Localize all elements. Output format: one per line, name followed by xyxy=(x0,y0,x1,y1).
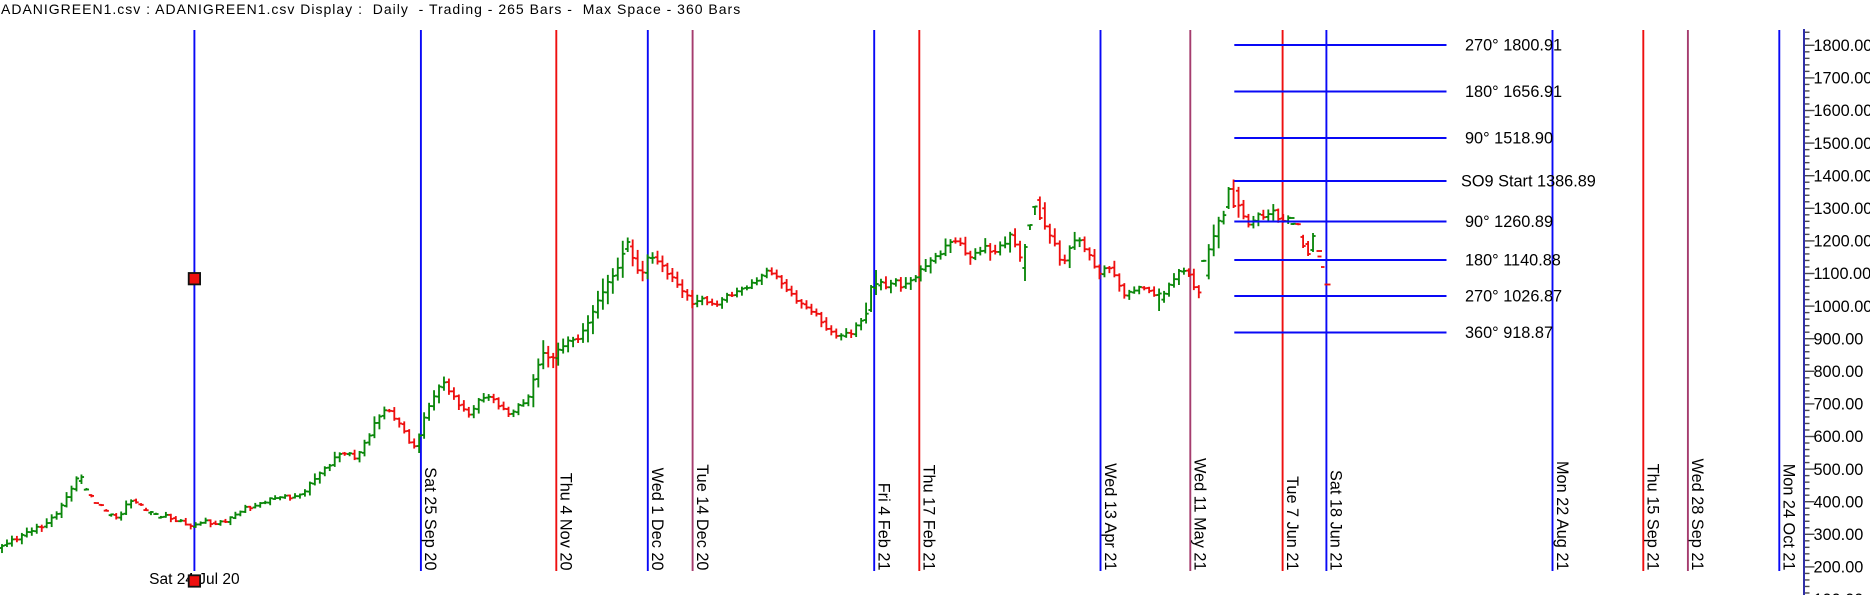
svg-text:Mon 22 Aug 21: Mon 22 Aug 21 xyxy=(1553,461,1571,571)
svg-text:Fri 4 Feb 21: Fri 4 Feb 21 xyxy=(875,483,893,571)
svg-text:270° 1026.87: 270° 1026.87 xyxy=(1465,288,1562,306)
svg-text:Thu 17 Feb 21: Thu 17 Feb 21 xyxy=(920,465,938,571)
svg-text:1600.00: 1600.00 xyxy=(1814,102,1870,120)
svg-text:Thu 15 Sep 21: Thu 15 Sep 21 xyxy=(1644,464,1662,571)
svg-text:1800.00: 1800.00 xyxy=(1814,37,1870,55)
svg-text:500.00: 500.00 xyxy=(1814,461,1864,479)
svg-text:Wed 1 Dec 20: Wed 1 Dec 20 xyxy=(648,468,666,571)
svg-text:200.00: 200.00 xyxy=(1814,559,1864,577)
svg-text:1400.00: 1400.00 xyxy=(1814,167,1870,185)
svg-text:800.00: 800.00 xyxy=(1814,363,1864,381)
svg-text:1500.00: 1500.00 xyxy=(1814,135,1870,153)
svg-text:180° 1656.91: 180° 1656.91 xyxy=(1465,83,1562,101)
svg-text:1100.00: 1100.00 xyxy=(1814,265,1870,283)
svg-text:270° 1800.91: 270° 1800.91 xyxy=(1465,37,1562,55)
svg-text:1200.00: 1200.00 xyxy=(1814,233,1870,251)
svg-text:600.00: 600.00 xyxy=(1814,428,1864,446)
svg-text:ADANIGREEN1.csv : ADANIGREEN1.: ADANIGREEN1.csv : ADANIGREEN1.csv Displa… xyxy=(1,1,741,17)
svg-text:Mon 24 Oct 21: Mon 24 Oct 21 xyxy=(1780,464,1798,571)
svg-text:Wed 11 May 21: Wed 11 May 21 xyxy=(1191,458,1209,571)
svg-text:Tue 14 Dec 20: Tue 14 Dec 20 xyxy=(693,464,711,570)
svg-text:Sat 25 Sep 20: Sat 25 Sep 20 xyxy=(421,467,439,570)
svg-text:Wed 28 Sep 21: Wed 28 Sep 21 xyxy=(1688,459,1706,571)
svg-text:900.00: 900.00 xyxy=(1814,330,1864,348)
svg-text:Tue 7 Jun 21: Tue 7 Jun 21 xyxy=(1283,476,1301,570)
svg-text:360° 918.87: 360° 918.87 xyxy=(1465,324,1553,342)
svg-text:Wed 13 Apr 21: Wed 13 Apr 21 xyxy=(1101,463,1119,570)
svg-text:100.00: 100.00 xyxy=(1814,591,1864,595)
svg-text:1700.00: 1700.00 xyxy=(1814,70,1870,88)
svg-text:300.00: 300.00 xyxy=(1814,526,1864,544)
svg-text:90° 1518.90: 90° 1518.90 xyxy=(1465,130,1553,148)
svg-text:1300.00: 1300.00 xyxy=(1814,200,1870,218)
svg-text:1000.00: 1000.00 xyxy=(1814,298,1870,316)
svg-text:400.00: 400.00 xyxy=(1814,493,1864,511)
svg-text:Sat 18 Jun 21: Sat 18 Jun 21 xyxy=(1327,470,1345,570)
svg-text:180° 1140.88: 180° 1140.88 xyxy=(1465,252,1561,270)
svg-text:SO9 Start 1386.89: SO9 Start 1386.89 xyxy=(1461,173,1596,191)
svg-text:Thu 4 Nov 20: Thu 4 Nov 20 xyxy=(557,473,575,571)
svg-text:700.00: 700.00 xyxy=(1814,396,1864,414)
svg-text:90° 1260.89: 90° 1260.89 xyxy=(1465,213,1553,231)
